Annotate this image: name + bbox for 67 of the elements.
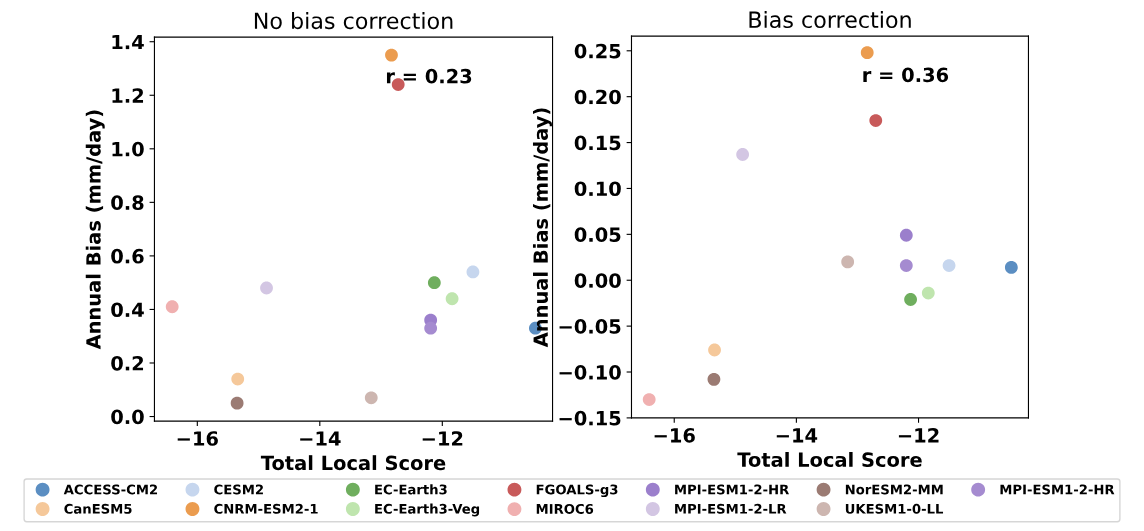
point: [860, 46, 874, 60]
legend-label: NorESM2-MM: [845, 484, 943, 495]
y-tick-label: 1.4: [112, 34, 144, 50]
legend-label: EC-Earth3-Veg: [375, 503, 480, 517]
x-tick-label: −14: [776, 428, 818, 443]
point: [466, 265, 480, 279]
point: [904, 293, 917, 306]
point: [424, 321, 438, 335]
point: [231, 372, 245, 386]
y-tick-label: 0.0: [111, 409, 144, 425]
x-tick-label: −14: [300, 431, 341, 446]
y-tick-label: 0.25: [574, 43, 621, 59]
legend-label: CanESM5: [64, 503, 132, 514]
y-tick-label: −0.05: [559, 319, 621, 334]
y-tick-label: 0.2: [111, 355, 144, 371]
y-tick-label: 0.6: [111, 248, 144, 264]
x-tick-label: −12: [898, 427, 939, 443]
legend-label: EC-Earth3: [375, 484, 447, 495]
point: [1004, 260, 1018, 274]
legend-label: CNRM-ESM2-1: [214, 503, 318, 514]
point: [385, 48, 398, 62]
point: [869, 114, 883, 127]
chart-title: Bias correction: [749, 10, 911, 29]
y-tick-label: 1.2: [112, 88, 144, 103]
y-tick-label: 0.00: [574, 273, 621, 288]
legend-label: MPI-ESM1-2-HR: [1000, 484, 1115, 495]
point: [899, 259, 913, 272]
y-tick-label: 0.20: [574, 89, 621, 105]
legend-label: MPI-ESM1-2-HR: [675, 484, 789, 495]
point: [736, 148, 750, 161]
y-tick-label: 0.05: [574, 227, 621, 243]
point: [708, 343, 721, 357]
y-axis-title: Annual Bias (mm/day): [85, 110, 105, 350]
annotation: r = 0.36: [863, 67, 949, 83]
point: [707, 372, 721, 386]
y-tick-label: 0.10: [574, 181, 621, 197]
x-axis-title: Total Local Score: [737, 451, 922, 468]
x-tick-label: −12: [422, 431, 463, 446]
point: [260, 281, 273, 295]
legend-label: MPI-ESM1-2-LR: [675, 503, 787, 514]
y-tick-label: 0.4: [111, 302, 144, 318]
annotation: r = 0.23: [386, 68, 472, 84]
y-tick-label: 1.0: [112, 141, 144, 157]
legend-label: FGOALS-g3: [536, 484, 618, 498]
legend-label: UKESM1-0-LL: [845, 503, 944, 514]
chart-title: No bias correction: [254, 11, 453, 30]
y-tick-label: −0.15: [559, 410, 621, 426]
y-tick-label: 0.15: [574, 135, 621, 151]
point: [445, 292, 459, 306]
y-tick-label: 0.8: [111, 195, 144, 211]
point: [942, 259, 956, 272]
x-tick-label: −16: [177, 431, 218, 446]
point: [921, 286, 935, 300]
legend-label: MIROC6: [536, 503, 594, 514]
x-axis-title: Total Local Score: [260, 455, 446, 471]
legend-label: CESM2: [214, 484, 263, 495]
point: [642, 393, 656, 406]
point: [841, 255, 855, 269]
y-tick-label: −0.10: [559, 364, 621, 380]
point: [427, 276, 441, 290]
x-tick-label: −16: [654, 427, 695, 443]
point: [165, 300, 179, 314]
point: [364, 391, 378, 405]
legend-label: ACCESS-CM2: [63, 484, 158, 495]
point: [899, 228, 913, 242]
point: [230, 396, 244, 410]
y-axis-title: Annual Bias (mm/day): [532, 108, 552, 348]
